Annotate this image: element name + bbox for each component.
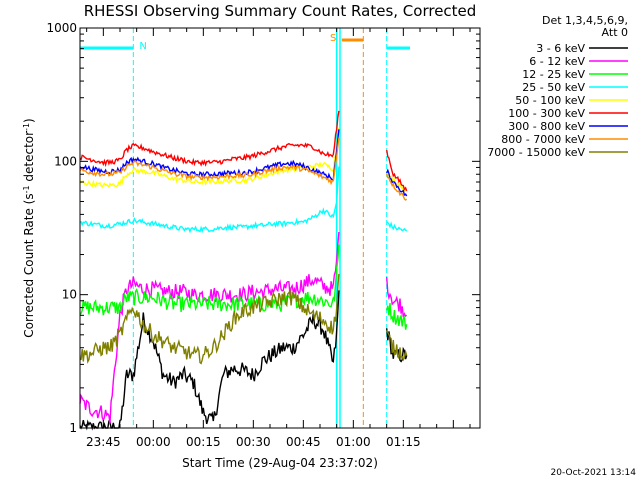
legend-entry-label: 800 - 7000 keV <box>501 133 585 146</box>
y-axis-label-end: ) <box>22 118 36 123</box>
flag-label: N <box>139 41 146 52</box>
x-tick-label: 01:15 <box>386 435 421 449</box>
legend-header-line-1: Det 1,3,4,5,6,9, <box>542 14 628 27</box>
y-axis-label-sup2: -1 <box>22 123 31 131</box>
legend-entry-label: 25 - 50 keV <box>522 81 585 94</box>
legend-entry-label: 6 - 12 keV <box>529 55 585 68</box>
x-tick-label: 00:30 <box>236 435 271 449</box>
legend-entry-label: 3 - 6 keV <box>536 42 585 55</box>
legend-entry-label: 300 - 800 keV <box>508 120 585 133</box>
chart-title: RHESSI Observing Summary Count Rates, Co… <box>84 2 477 20</box>
series-line-8 <box>79 273 408 365</box>
plot-area: NS <box>79 27 481 431</box>
plot-frame <box>79 27 481 429</box>
series-line-7 <box>79 137 408 201</box>
legend-entry-label: 50 - 100 keV <box>515 94 585 107</box>
y-axis-label: Corrected Count Rate (s-1 detector-1) <box>22 118 37 337</box>
y-tick-label: 100 <box>54 154 77 168</box>
y-tick-label: 10 <box>62 288 77 302</box>
series-line-3 <box>79 166 408 234</box>
y-tick-label: 1000 <box>46 21 77 35</box>
y-axis-label-sup1: -1 <box>22 185 31 193</box>
series-line-6 <box>79 129 408 197</box>
x-tick-label: 00:00 <box>136 435 171 449</box>
legend-entry-label: 12 - 25 keV <box>522 68 585 81</box>
x-tick-label: 00:15 <box>186 435 221 449</box>
footer-date: 20-Oct-2021 13:14 <box>551 468 637 478</box>
y-axis-label-main: Corrected Count Rate (s <box>22 193 36 337</box>
legend-header-line-2: Att 0 <box>602 26 628 39</box>
y-tick-label: 1 <box>69 421 77 435</box>
legend-entry-label: 7000 - 15000 keV <box>487 146 585 159</box>
y-axis-label-mid: detector <box>22 131 36 186</box>
x-axis-label: Start Time (29-Aug-04 23:37:02) <box>182 456 378 470</box>
flag-label: S <box>330 33 336 44</box>
y-axis-ticks: 1 10 100 1000 <box>46 21 480 435</box>
x-tick-label: 00:45 <box>286 435 321 449</box>
legend-entry-label: 100 - 300 keV <box>508 107 585 120</box>
x-tick-label: 01:00 <box>336 435 371 449</box>
series-line-5 <box>79 110 408 192</box>
x-axis-ticks: 23:45 00:00 00:15 00:30 00:45 01:00 01:15 <box>86 28 471 449</box>
x-tick-label: 23:45 <box>86 435 121 449</box>
series-line-1 <box>79 231 408 424</box>
